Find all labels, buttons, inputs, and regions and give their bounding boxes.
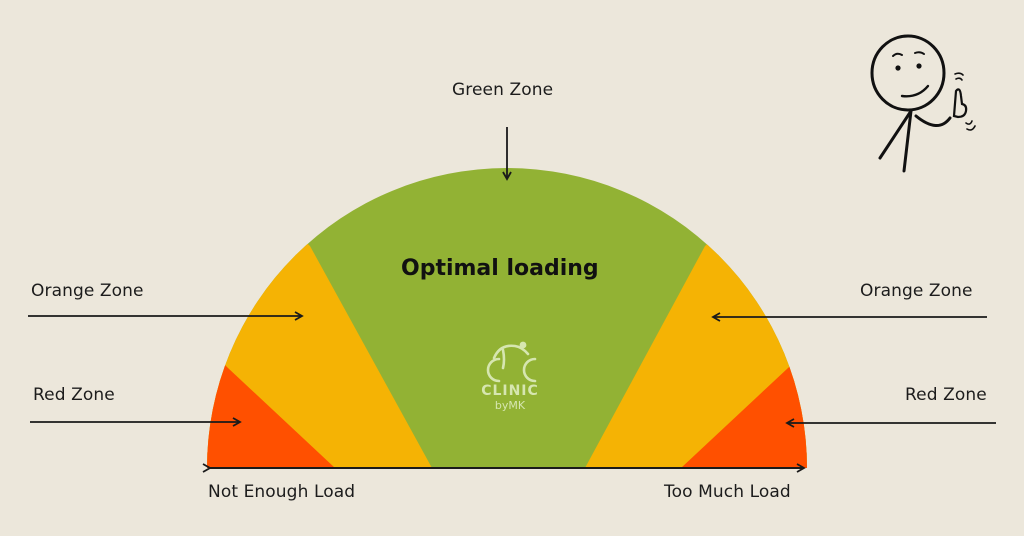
orange-zone-left-label: Orange Zone [31,281,144,301]
red-zone-right-label: Red Zone [905,385,987,405]
logo-name: CLINIC [481,383,539,399]
cyclist-logo-icon [486,341,537,383]
stick-figure-thumbs-up-icon [870,34,976,173]
too-much-load-label: Too Much Load [664,482,791,502]
red-zone-left-label: Red Zone [33,385,115,405]
orange-zone-right-label: Orange Zone [860,281,973,301]
logo-byline: byMK [494,399,526,412]
clinic-logo: CLINIC byMK [470,345,550,412]
green-zone-label: Green Zone [452,80,554,100]
not-enough-load-label: Not Enough Load [208,482,356,502]
optimal-loading-title: Optimal loading [401,256,599,281]
